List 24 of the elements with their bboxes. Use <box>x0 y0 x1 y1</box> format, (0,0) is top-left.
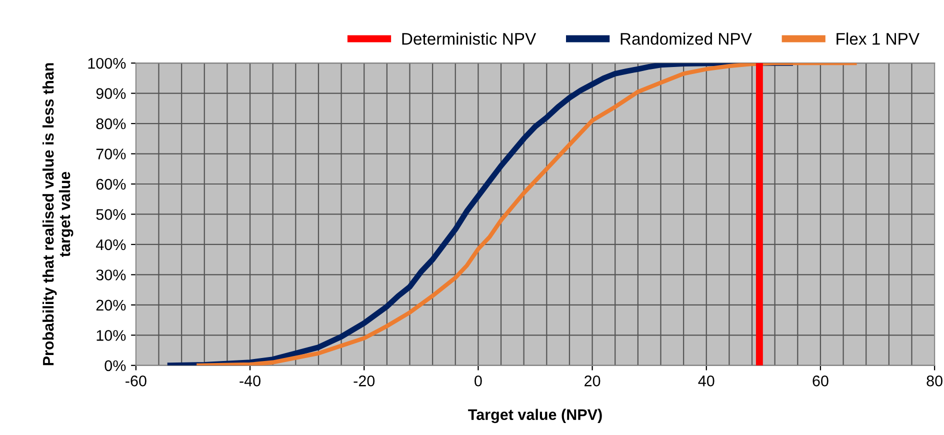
y-tick-label: 80% <box>96 118 126 130</box>
legend-label: Flex 1 NPV <box>836 32 920 45</box>
y-tick-label: 30% <box>96 270 126 280</box>
y-tick-label: 90% <box>96 88 126 99</box>
x-tick-label: 40 <box>698 376 714 386</box>
y-tick-label: 10% <box>96 330 126 341</box>
x-tick-label: 20 <box>584 376 600 386</box>
legend-label: Randomized NPV <box>620 32 752 45</box>
x-axis-title: Target value (NPV) <box>468 408 602 424</box>
x-tick-label: 60 <box>812 376 828 386</box>
x-tick-label: 80 <box>926 376 942 386</box>
y-axis-title: Probability that realised value is less than target value <box>42 63 74 366</box>
legend-label: Deterministic NPV <box>402 32 536 45</box>
y-tick-label: 60% <box>96 178 126 190</box>
x-tick-label: -60 <box>126 376 146 386</box>
y-tick-label: 0% <box>104 360 126 372</box>
y-tick-label: 100% <box>88 58 126 69</box>
x-tick-label: 0 <box>474 376 482 386</box>
x-tick-label: -40 <box>240 376 260 386</box>
y-tick-label: 50% <box>96 209 126 220</box>
x-tick-label: -20 <box>354 376 375 386</box>
y-tick-label: 40% <box>96 239 126 250</box>
y-tick-label: 70% <box>96 148 126 160</box>
y-tick-label: 20% <box>96 300 126 311</box>
